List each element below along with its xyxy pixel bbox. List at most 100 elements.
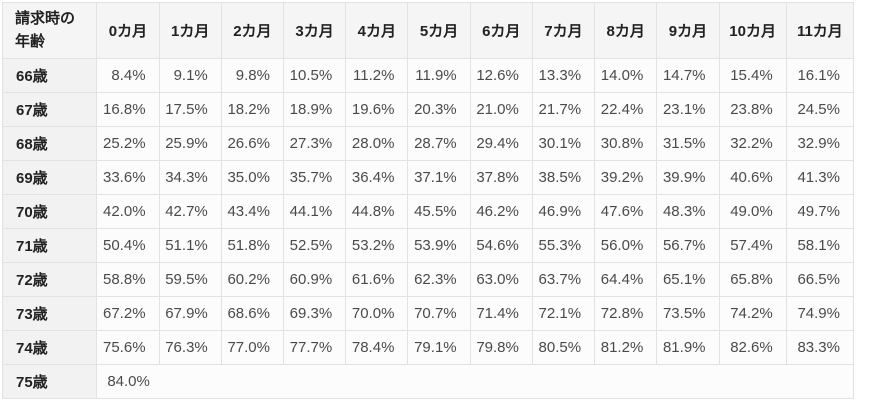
rate-cell: 76.3% <box>158 330 222 365</box>
deferral-rate-table: 請求時の 年齢 0カ月 1カ月 2カ月 3カ月 4カ月 5カ月 6カ月 7カ月 8カ月 9カ月 10… <box>1 2 855 399</box>
rate-cell: 60.9% <box>282 262 347 297</box>
rate-cell: 69.3% <box>282 296 347 331</box>
age-row-header: 73歳 <box>1 296 98 331</box>
rate-cell: 37.8% <box>469 160 533 195</box>
rate-cell: 49.0% <box>718 194 787 229</box>
rate-cell: 67.2% <box>96 296 160 331</box>
rate-cell: 49.7% <box>785 194 855 229</box>
table-row: 67歳 16.8% 17.5% 18.2% 18.9% 19.6% 20.3% 21.0% 21… <box>1 92 855 127</box>
rate-cell: 14.7% <box>656 58 720 93</box>
rate-cell: 33.6% <box>96 160 160 195</box>
rate-cell: 34.3% <box>158 160 222 195</box>
rate-cell: 79.8% <box>469 330 533 365</box>
age-row-header: 67歳 <box>1 92 98 127</box>
rate-cell: 77.7% <box>282 330 347 365</box>
rate-cell: 35.7% <box>282 160 347 195</box>
rate-cell: 74.9% <box>785 296 855 331</box>
rate-cell: 20.3% <box>407 92 471 127</box>
rate-cell: 82.6% <box>718 330 787 365</box>
month-header: 0カ月 <box>96 2 160 59</box>
rate-cell: 62.3% <box>407 262 471 297</box>
rate-cell: 9.8% <box>220 58 284 93</box>
rate-cell: 14.0% <box>594 58 658 93</box>
rate-cell: 21.7% <box>531 92 596 127</box>
rate-cell: 59.5% <box>158 262 222 297</box>
rate-cell: 22.4% <box>594 92 658 127</box>
rate-cell: 54.6% <box>469 228 533 263</box>
rate-cell: 46.9% <box>531 194 596 229</box>
rate-cell: 58.8% <box>96 262 160 297</box>
month-header: 10カ月 <box>718 2 787 59</box>
rate-cell: 45.5% <box>407 194 471 229</box>
rate-cell: 44.8% <box>345 194 409 229</box>
table-row: 71歳 50.4% 51.1% 51.8% 52.5% 53.2% 53.9% 54.6% 55… <box>1 228 855 263</box>
rate-cell: 13.3% <box>531 58 596 93</box>
table-row: 73歳 67.2% 67.9% 68.6% 69.3% 70.0% 70.7% 71.4% 72… <box>1 296 855 331</box>
rate-cell: 32.9% <box>785 126 855 161</box>
month-header: 5カ月 <box>407 2 471 59</box>
rate-cell: 55.3% <box>531 228 596 263</box>
table-body: 66歳 8.4% 9.1% 9.8% 10.5% 11.2% 11.9% 12.6% 13.3%… <box>1 58 855 399</box>
table-row: 75歳 84.0% <box>1 364 854 399</box>
rate-cell: 17.5% <box>158 92 222 127</box>
rate-cell: 42.7% <box>158 194 222 229</box>
table-row: 68歳 25.2% 25.9% 26.6% 27.3% 28.0% 28.7% 29.4% 30… <box>1 126 855 161</box>
rate-cell: 46.2% <box>469 194 533 229</box>
table-row: 72歳 58.8% 59.5% 60.2% 60.9% 61.6% 62.3% 63.0% 63… <box>1 262 855 297</box>
rate-cell: 78.4% <box>345 330 409 365</box>
rate-cell: 37.1% <box>407 160 471 195</box>
rate-cell: 19.6% <box>345 92 409 127</box>
rate-cell: 40.6% <box>718 160 787 195</box>
rate-cell: 41.3% <box>785 160 855 195</box>
month-header: 1カ月 <box>158 2 222 59</box>
rate-cell: 53.9% <box>407 228 471 263</box>
rate-cell: 70.0% <box>345 296 409 331</box>
rate-cell: 60.2% <box>220 262 284 297</box>
rate-cell: 23.8% <box>718 92 787 127</box>
month-header: 9カ月 <box>656 2 720 59</box>
rate-cell: 65.8% <box>718 262 787 297</box>
rate-cell: 39.2% <box>594 160 658 195</box>
rate-cell: 43.4% <box>220 194 284 229</box>
month-header: 6カ月 <box>469 2 533 59</box>
rate-cell: 70.7% <box>407 296 471 331</box>
rate-cell: 18.9% <box>282 92 347 127</box>
rate-cell: 80.5% <box>531 330 596 365</box>
rate-cell: 81.2% <box>594 330 658 365</box>
rate-cell: 63.7% <box>531 262 596 297</box>
rate-cell: 27.3% <box>282 126 347 161</box>
header-row: 請求時の 年齢 0カ月 1カ月 2カ月 3カ月 4カ月 5カ月 6カ月 7カ月 8カ月 9カ月 10… <box>1 2 855 59</box>
rate-cell: 28.7% <box>407 126 471 161</box>
age-row-header: 68歳 <box>1 126 98 161</box>
rate-cell: 63.0% <box>469 262 533 297</box>
age-row-header: 70歳 <box>1 194 98 229</box>
rate-cell: 75.6% <box>96 330 160 365</box>
rate-cell: 11.2% <box>345 58 409 93</box>
rate-cell: 47.6% <box>594 194 658 229</box>
month-header: 11カ月 <box>785 2 855 59</box>
corner-header: 請求時の 年齢 <box>1 2 98 59</box>
rate-cell: 51.1% <box>158 228 222 263</box>
merged-rate-cell: 84.0% <box>96 364 854 399</box>
table-header: 請求時の 年齢 0カ月 1カ月 2カ月 3カ月 4カ月 5カ月 6カ月 7カ月 8カ月 9カ月 10… <box>1 2 855 59</box>
rate-cell: 72.1% <box>531 296 596 331</box>
age-row-header: 66歳 <box>1 58 98 93</box>
rate-cell: 30.1% <box>531 126 596 161</box>
age-row-header: 71歳 <box>1 228 98 263</box>
rate-cell: 61.6% <box>345 262 409 297</box>
rate-cell: 18.2% <box>220 92 284 127</box>
rate-cell: 66.5% <box>785 262 855 297</box>
rate-cell: 56.7% <box>656 228 720 263</box>
rate-cell: 67.9% <box>158 296 222 331</box>
rate-cell: 68.6% <box>220 296 284 331</box>
month-header: 2カ月 <box>220 2 284 59</box>
rate-cell: 52.5% <box>282 228 347 263</box>
rate-cell: 72.8% <box>594 296 658 331</box>
month-header: 8カ月 <box>594 2 658 59</box>
month-header: 4カ月 <box>345 2 409 59</box>
table-row: 66歳 8.4% 9.1% 9.8% 10.5% 11.2% 11.9% 12.6% 13.3%… <box>1 58 855 93</box>
rate-cell: 26.6% <box>220 126 284 161</box>
rate-cell: 39.9% <box>656 160 720 195</box>
age-row-header: 69歳 <box>1 160 98 195</box>
rate-cell: 31.5% <box>656 126 720 161</box>
